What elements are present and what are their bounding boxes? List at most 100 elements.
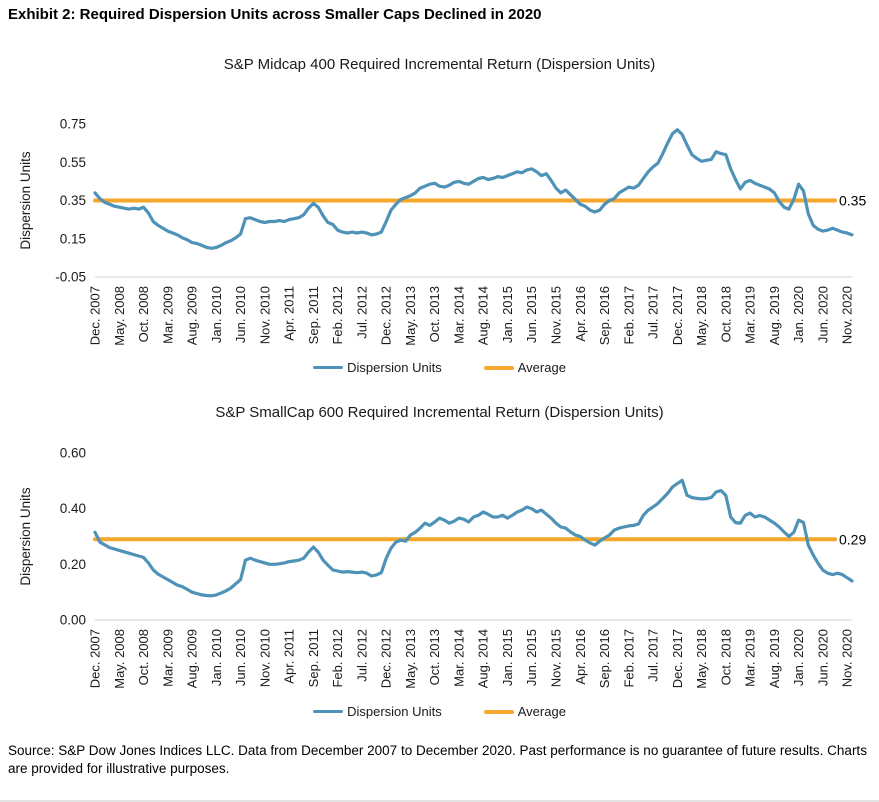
svg-text:Dec. 2007: Dec. 2007 [88,286,103,345]
svg-text:Jun. 2010: Jun. 2010 [233,286,248,343]
svg-text:Mar. 2014: Mar. 2014 [451,629,466,687]
svg-text:Oct. 2008: Oct. 2008 [136,629,151,685]
svg-text:Jul. 2017: Jul. 2017 [646,629,661,682]
dispersion-units-line [93,128,854,250]
svg-text:May. 2013: May. 2013 [403,629,418,689]
svg-text:Nov. 2020: Nov. 2020 [840,629,855,687]
svg-text:-0.05: -0.05 [55,270,86,285]
svg-text:0.40: 0.40 [60,501,86,516]
legend-item-dispersion-units: Dispersion Units [313,360,442,375]
svg-text:Dec. 2017: Dec. 2017 [670,286,685,345]
svg-text:Jan. 2010: Jan. 2010 [209,629,224,686]
x-axis-ticks: Dec. 2007 May. 2008 Oct. 2008 Mar. 2009 Aug.… [88,629,855,689]
svg-text:Jun. 2020: Jun. 2020 [815,629,830,686]
svg-text:0.15: 0.15 [60,231,86,246]
svg-text:0.75: 0.75 [60,117,86,132]
svg-text:Oct. 2013: Oct. 2013 [427,629,442,685]
svg-text:Oct. 2013: Oct. 2013 [427,286,442,342]
legend-label-average: Average [517,360,566,375]
svg-text:Jan. 2015: Jan. 2015 [500,286,515,343]
svg-text:Aug. 2019: Aug. 2019 [767,286,782,345]
svg-text:May. 2018: May. 2018 [694,286,709,346]
svg-text:0.00: 0.00 [60,613,86,628]
legend-label-average: Average [517,704,566,719]
svg-text:Aug. 2009: Aug. 2009 [185,286,200,345]
svg-text:Mar. 2009: Mar. 2009 [160,286,175,344]
dispersion-line-swatch-icon [313,366,344,369]
svg-text:Feb. 2012: Feb. 2012 [330,286,345,345]
svg-text:Aug. 2009: Aug. 2009 [185,629,200,688]
source-footnote: Source: S&P Dow Jones Indices LLC. Data … [8,743,867,776]
svg-text:Jul. 2012: Jul. 2012 [354,629,369,682]
x-axis-ticks: Dec. 2007 May. 2008 Oct. 2008 Mar. 2009 Aug.… [88,286,855,346]
svg-text:May. 2013: May. 2013 [403,286,418,346]
midcap-chart-canvas: 0.75 0.55 0.35 0.15 -0.05 Dispersion Units Dec… [18,117,866,346]
svg-text:May. 2018: May. 2018 [694,629,709,689]
svg-text:Oct. 2018: Oct. 2018 [718,286,733,342]
dispersion-units-line [93,478,854,598]
svg-text:Sep. 2011: Sep. 2011 [306,629,321,687]
svg-text:Jan. 2010: Jan. 2010 [209,286,224,343]
average-value-annotation: 0.35 [839,193,866,209]
y-axis-ticks: 0.60 0.40 0.20 0.00 [60,446,86,628]
svg-text:Sep. 2016: Sep. 2016 [597,629,612,688]
svg-text:Jun. 2020: Jun. 2020 [815,286,830,343]
smallcap-chart-title: S&P SmallCap 600 Required Incremental Re… [215,404,664,421]
svg-text:Mar. 2019: Mar. 2019 [743,629,758,687]
svg-text:Jul. 2012: Jul. 2012 [354,286,369,339]
svg-text:Oct. 2008: Oct. 2008 [136,286,151,342]
svg-text:Jan. 2015: Jan. 2015 [500,629,515,686]
svg-text:Aug. 2014: Aug. 2014 [476,286,491,345]
svg-text:Nov. 2015: Nov. 2015 [548,629,563,687]
svg-text:May. 2008: May. 2008 [112,629,127,689]
svg-text:Aug. 2014: Aug. 2014 [476,629,491,688]
svg-text:Feb. 2012: Feb. 2012 [330,629,345,688]
svg-text:Mar. 2014: Mar. 2014 [451,286,466,344]
svg-text:Feb. 2017: Feb. 2017 [621,286,636,345]
y-axis-title: Dispersion Units [18,487,33,586]
midcap-chart-title: S&P Midcap 400 Required Incremental Retu… [223,56,656,73]
legend-item-dispersion-units: Dispersion Units [313,704,442,719]
svg-text:Mar. 2019: Mar. 2019 [743,286,758,344]
svg-text:0.35: 0.35 [60,193,86,208]
svg-text:Jul. 2017: Jul. 2017 [646,286,661,339]
svg-text:Nov. 2020: Nov. 2020 [840,286,855,344]
svg-text:Nov. 2010: Nov. 2010 [257,629,272,687]
svg-text:0.55: 0.55 [60,155,86,170]
svg-text:Mar. 2009: Mar. 2009 [160,629,175,687]
svg-text:Dec. 2017: Dec. 2017 [670,629,685,688]
y-axis-title: Dispersion Units [18,151,33,250]
midcap-chart-legend: Dispersion Units Average [0,360,879,375]
svg-text:Jun. 2015: Jun. 2015 [524,629,539,686]
svg-text:Apr. 2011: Apr. 2011 [282,629,297,684]
exhibit-title: Exhibit 2: Required Dispersion Units acr… [8,6,542,23]
svg-text:Oct. 2018: Oct. 2018 [718,629,733,685]
svg-text:Dec. 2012: Dec. 2012 [379,629,394,688]
svg-text:Apr. 2011: Apr. 2011 [282,286,297,341]
svg-text:Jun. 2015: Jun. 2015 [524,286,539,343]
svg-text:Apr. 2016: Apr. 2016 [573,286,588,342]
svg-text:Sep. 2011: Sep. 2011 [306,286,321,344]
smallcap-chart-canvas: 0.60 0.40 0.20 0.00 Dispersion Units Dec. 200… [18,446,866,689]
svg-text:Dec. 2012: Dec. 2012 [379,286,394,345]
legend-label-dispersion: Dispersion Units [347,704,442,719]
dispersion-line-swatch-icon [313,710,344,713]
svg-text:Apr. 2016: Apr. 2016 [573,629,588,685]
smallcap-chart-legend: Dispersion Units Average [0,704,879,719]
svg-text:May. 2008: May. 2008 [112,286,127,346]
svg-text:Jan. 2020: Jan. 2020 [791,286,806,343]
average-line-swatch-icon [483,709,514,714]
svg-text:Dec. 2007: Dec. 2007 [88,629,103,688]
y-axis-ticks: 0.75 0.55 0.35 0.15 -0.05 [55,117,86,285]
average-value-annotation: 0.29 [839,531,866,547]
svg-text:Nov. 2015: Nov. 2015 [548,286,563,344]
svg-text:Nov. 2010: Nov. 2010 [257,286,272,344]
svg-text:0.20: 0.20 [60,557,86,572]
svg-text:Sep. 2016: Sep. 2016 [597,286,612,345]
average-line-swatch-icon [483,365,514,370]
legend-label-dispersion: Dispersion Units [347,360,442,375]
svg-text:Jan. 2020: Jan. 2020 [791,629,806,686]
legend-item-average: Average [483,360,566,375]
svg-text:Feb. 2017: Feb. 2017 [621,629,636,688]
